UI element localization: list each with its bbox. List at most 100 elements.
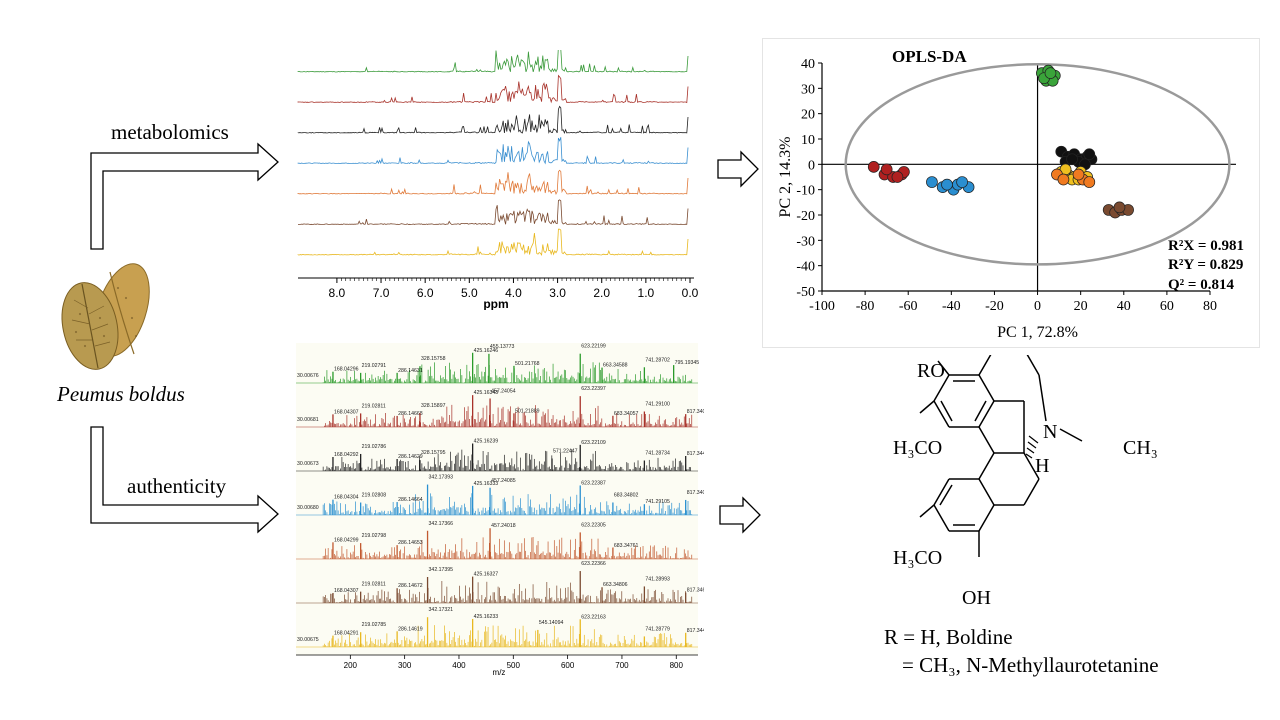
ms-peak-label: 741.28734	[645, 451, 670, 457]
ms-peak-label: 286.14619	[398, 626, 423, 632]
opls-series	[1036, 64, 1061, 87]
ms-peak-label: 219.02811	[362, 582, 386, 588]
opls-stat-q2: Q² = 0.814	[1168, 277, 1234, 293]
opls-point	[1083, 176, 1096, 188]
ms-peak-label: 168.04304	[334, 495, 359, 501]
opls-point	[891, 171, 904, 183]
ms-peak-label: 571.22447	[553, 448, 578, 454]
ms-peak-label: 219.02798	[362, 533, 387, 539]
ms-peak-label: 168.04307	[334, 409, 359, 415]
nmr-tick-label: 4.0	[505, 286, 522, 300]
opls-y-tick-label: -40	[796, 260, 815, 275]
ms-peak-label: 286.14672	[398, 583, 423, 589]
ms-peak-label: 545.14094	[539, 620, 564, 626]
opls-stat-r2y: R²Y = 0.829	[1168, 257, 1243, 273]
opls-y-tick-label: 10	[801, 133, 815, 148]
ms-peak-label: 328.15795	[421, 450, 446, 456]
ms-start-label: 30.00676	[297, 373, 319, 379]
ms-peak-label: 817.3441	[687, 451, 704, 457]
structure-caption-line2: = CH₃, N-Methyllaurotetanine	[902, 653, 1159, 677]
ms-peak-label: 219.02811	[362, 403, 386, 409]
ms-peak-label: 425.16343	[474, 390, 499, 396]
opls-point	[1066, 153, 1078, 166]
opls-x-tick-label: 60	[1160, 299, 1174, 314]
nmr-trace	[297, 169, 689, 196]
opls-y-tick-label: 30	[801, 82, 815, 97]
ms-peak-label: 286.14629	[398, 454, 423, 460]
ms-peak-label: 623.22387	[581, 480, 606, 486]
opls-point	[941, 178, 953, 191]
ms-tick-label: 600	[561, 661, 575, 670]
nmr-tick-label: 7.0	[373, 286, 390, 300]
nmr-tick-label: 8.0	[329, 286, 346, 300]
ms-peak-label: 286.14668	[398, 411, 423, 417]
ms-peak-label: 501.21889	[515, 408, 540, 414]
opls-y-tick-label: -30	[796, 234, 815, 249]
ms-peak-label: 425.16239	[474, 439, 499, 445]
nmr-x-label: ppm	[483, 297, 508, 310]
opls-stat-r2x: R²X = 0.981	[1168, 238, 1244, 254]
ms-tick-label: 800	[670, 661, 684, 670]
ms-peak-label: 286.14664	[398, 497, 423, 503]
ms-peak-label: 425.16327	[474, 572, 499, 578]
opls-x-label: PC 1, 72.8%	[997, 324, 1078, 341]
nmr-trace	[297, 50, 689, 73]
boldo-leaves-image	[61, 263, 150, 370]
opls-point	[1113, 201, 1126, 214]
ms-tick-label: 200	[344, 661, 358, 670]
substituent-h3co-bottom: H₃CO	[893, 547, 943, 569]
to-opls-arrow	[717, 150, 759, 188]
substituent-oh: OH	[962, 587, 991, 609]
nmr-tick-label: 0.0	[682, 286, 699, 300]
nmr-tick-label: 2.0	[593, 286, 610, 300]
ms-peak-label: 501.21768	[515, 361, 540, 367]
opls-x-tick-label: 80	[1203, 299, 1217, 314]
ms-peak-label: 663.34806	[603, 582, 628, 588]
opls-point	[1057, 173, 1070, 186]
ms-peak-label: 342.17393	[429, 475, 454, 481]
ms-peak-label: 342.17321	[429, 607, 454, 613]
ms-peak-label: 741.28993	[645, 576, 670, 582]
ms-peak-label: 425.16233	[474, 614, 499, 620]
ms-peak-label: 328.15758	[421, 356, 446, 362]
ms-tick-label: 300	[398, 661, 412, 670]
nmr-trace	[297, 228, 689, 256]
ms-peak-label: 168.04291	[334, 631, 359, 637]
opls-frame	[762, 38, 1260, 348]
ms-peak-label: 286.14631	[398, 368, 423, 374]
opls-x-tick-label: -60	[899, 299, 918, 314]
ms-peak-label: 342.17366	[429, 521, 454, 527]
opls-series	[867, 161, 910, 183]
opls-confidence-ellipse	[844, 63, 1231, 266]
ms-tick-label: 500	[507, 661, 521, 670]
opls-series	[926, 176, 975, 196]
opls-y-tick-label: -20	[796, 209, 815, 224]
nmr-tick-label: 3.0	[549, 286, 566, 300]
authenticity-label: authenticity	[127, 474, 227, 498]
nmr-tick-label: 5.0	[461, 286, 478, 300]
metabolomics-arrow	[90, 142, 279, 250]
opls-x-tick-label: -40	[942, 299, 961, 314]
opls-y-tick-label: 0	[808, 158, 815, 173]
ms-peak-label: 328.15897	[421, 403, 446, 409]
opls-x-tick-label: 0	[1034, 299, 1041, 314]
nmr-spectra: 8.0 7.0 6.0 5.0 4.0 3.0 2.0 1.0 0.0 ppm	[297, 50, 699, 310]
opls-x-tick-label: -100	[809, 299, 835, 314]
opls-point	[867, 161, 880, 173]
ms-peak-label: 741.29100	[645, 401, 670, 407]
opls-point	[1044, 67, 1057, 79]
ms-peak-label: 623.22109	[581, 440, 606, 446]
ms-start-label: 30.00675	[297, 637, 319, 643]
ms-start-label: 30.00680	[297, 505, 319, 511]
substituent-h3co-top: H₃CO	[893, 437, 943, 459]
ms-peak-label: 741.28779	[645, 626, 670, 632]
opls-y-tick-label: -10	[796, 184, 815, 199]
ms-peak-label: 168.04299	[334, 537, 359, 543]
nitrogen-label: N	[1043, 421, 1058, 443]
ms-peak-label: 683.34802	[614, 492, 639, 498]
